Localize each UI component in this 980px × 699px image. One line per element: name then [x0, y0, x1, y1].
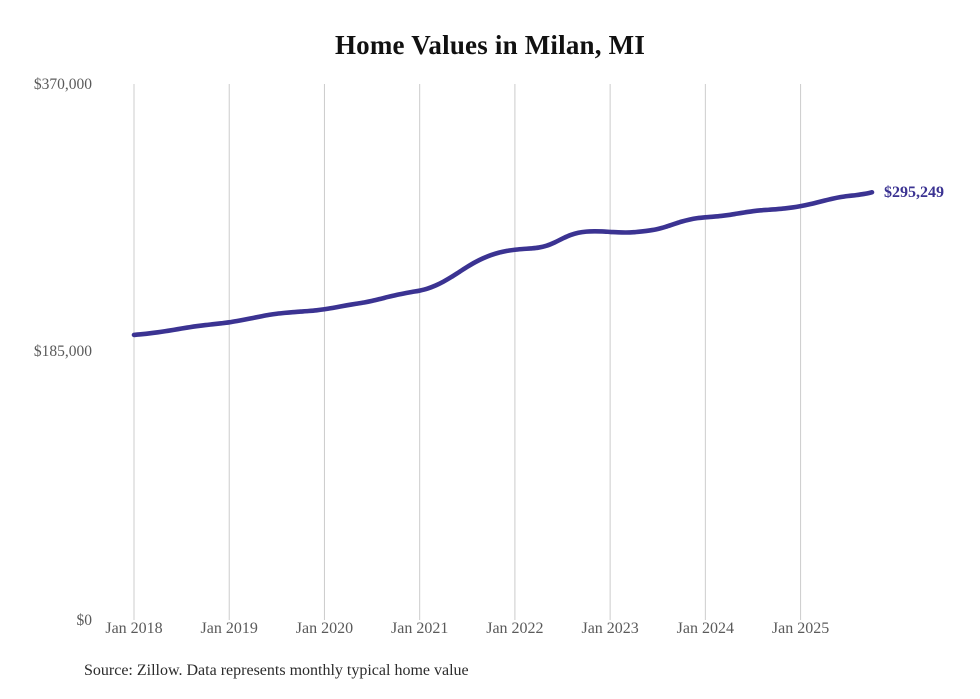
y-axis-tick-label-top: $370,000: [33, 76, 92, 93]
end-value-annotation: $295,249: [884, 184, 944, 202]
chart-title: Home Values in Milan, MI: [334, 30, 646, 60]
x-axis-tick-label-6: Jan 2024: [676, 620, 735, 637]
x-axis-tick-label-4: Jan 2022: [486, 620, 544, 637]
x-axis-tick-label-5: Jan 2023: [581, 620, 639, 637]
x-axis-tick-label-7: Jan 2025: [771, 620, 830, 637]
x-axis-tick-label-3: Jan 2021: [391, 620, 449, 637]
x-axis-tick-label-0: Jan 2018: [105, 620, 163, 637]
chart-caption: Source: Zillow. Data represents monthly …: [84, 662, 469, 679]
y-axis-tick-label-bottom: $0: [76, 612, 93, 629]
x-axis-tick-label-2: Jan 2020: [295, 620, 354, 637]
x-axis-tick-label-1: Jan 2019: [200, 620, 258, 637]
value-line-series: [131, 189, 875, 338]
y-axis-tick-label-mid: $185,000: [33, 343, 92, 360]
gridlines: [133, 84, 802, 620]
